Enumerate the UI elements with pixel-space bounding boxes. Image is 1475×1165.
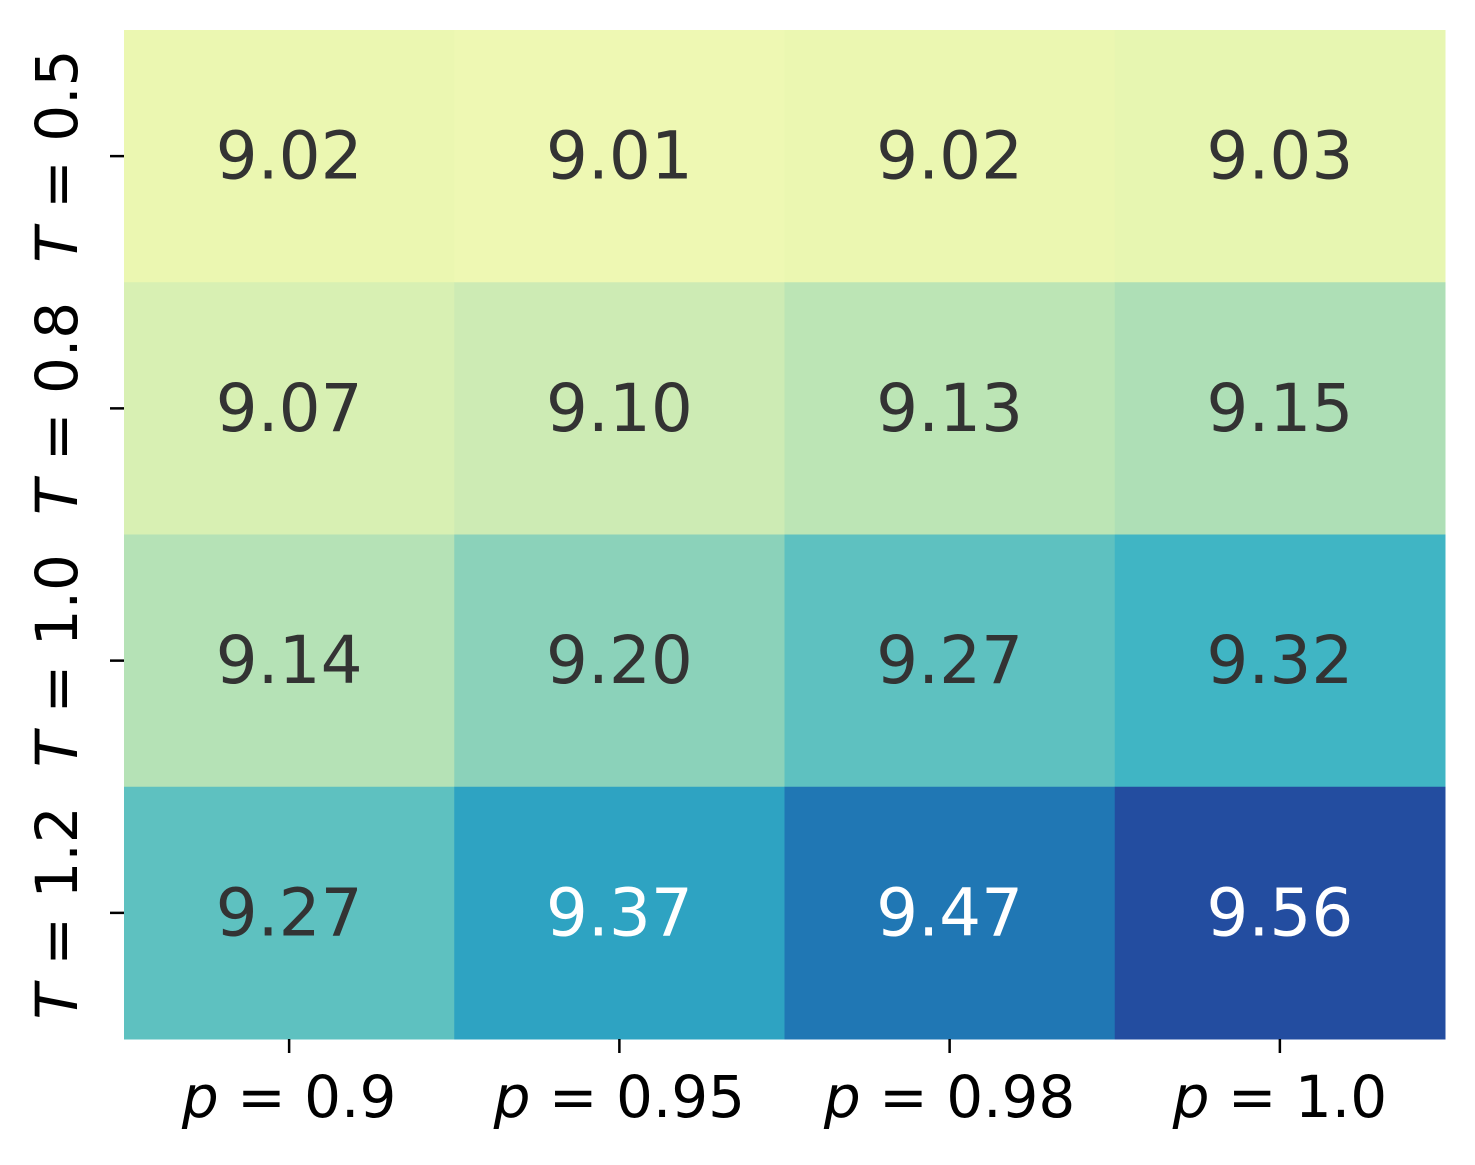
- y-tick-label: T = 0.5: [23, 50, 91, 263]
- x-tick-label: p = 1.0: [1172, 1063, 1388, 1131]
- heatmap-cell-r3-c2: [784, 786, 1116, 1040]
- heatmap-cell-r1-c1: [454, 282, 785, 535]
- cell-value-label: 9.07: [216, 370, 363, 447]
- cell-value-label: 9.56: [1206, 874, 1353, 951]
- heatmap-cell-r2-c0: [124, 534, 455, 788]
- cell-value-label: 9.20: [546, 622, 693, 699]
- heatmap-cells: [124, 30, 1446, 1040]
- cell-value-label: 9.03: [1206, 118, 1353, 195]
- cell-value-label: 9.02: [876, 118, 1023, 195]
- heatmap-cell-r2-c3: [1114, 534, 1446, 788]
- cell-value-label: 9.01: [546, 118, 693, 195]
- heatmap-cell-r0-c1: [454, 30, 785, 283]
- cell-value-label: 9.47: [876, 874, 1023, 951]
- cell-value-label: 9.02: [216, 118, 363, 195]
- heatmap-cell-r0-c0: [124, 30, 455, 283]
- y-tick-label: T = 0.8: [23, 302, 91, 515]
- x-tick-label: p = 0.98: [823, 1063, 1075, 1131]
- y-tick-label: T = 1.0: [23, 554, 91, 767]
- heatmap-cell-r3-c0: [124, 786, 455, 1040]
- cell-value-label: 9.27: [216, 874, 363, 951]
- cell-value-label: 9.32: [1206, 622, 1353, 699]
- heatmap-cell-r3-c3: [1114, 786, 1446, 1040]
- heatmap-cell-r1-c0: [124, 282, 455, 535]
- cell-value-label: 9.14: [216, 622, 363, 699]
- y-tick-label: T = 1.2: [23, 806, 91, 1019]
- heatmap-cell-r2-c1: [454, 534, 785, 788]
- heatmap-cell-r3-c1: [454, 786, 785, 1040]
- x-tick-label: p = 0.95: [493, 1063, 745, 1131]
- x-tick-label: p = 0.9: [181, 1063, 397, 1131]
- cell-value-label: 9.13: [876, 370, 1023, 447]
- heatmap-cell-r0-c3: [1114, 30, 1446, 283]
- heatmap-cell-r2-c2: [784, 534, 1116, 788]
- x-axis: p = 0.9 p = 0.95 p = 0.98 p = 1.0: [181, 1039, 1387, 1131]
- heatmap-cell-r0-c2: [784, 30, 1116, 283]
- y-axis: T = 0.5 T = 0.8 T = 1.0 T = 1.2: [23, 50, 124, 1019]
- cell-value-label: 9.15: [1206, 370, 1353, 447]
- heatmap-cell-labels: 9.02 9.01 9.02 9.03 9.07 9.10 9.13 9.15 9.14 9.20…: [216, 118, 1354, 952]
- cell-value-label: 9.37: [546, 874, 693, 951]
- heatmap-cell-r1-c2: [784, 282, 1116, 535]
- cell-value-label: 9.10: [546, 370, 693, 447]
- heatmap-cell-r1-c3: [1114, 282, 1446, 535]
- cell-value-label: 9.27: [876, 622, 1023, 699]
